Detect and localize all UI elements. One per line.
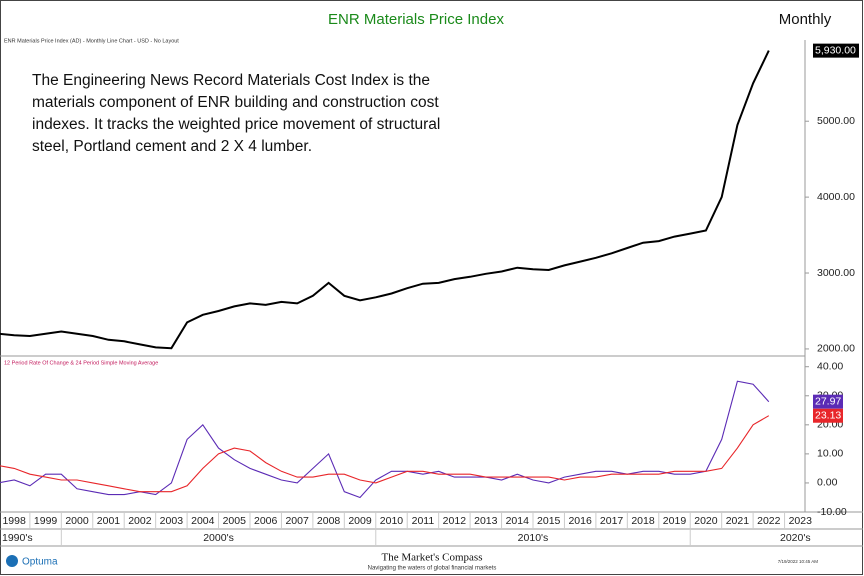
last-value-box (813, 43, 859, 58)
publisher: The Market's Compass (382, 552, 483, 564)
x-tick-label: 2017 (600, 515, 624, 527)
x-tick-label: 1998 (2, 515, 26, 527)
x-tick-label: 2016 (568, 515, 592, 527)
x-tick-label: 2020 (694, 515, 718, 527)
x-tick-label: 2019 (663, 515, 687, 527)
last-value-label: 27.97 (815, 395, 841, 407)
x-tick-label: 2022 (757, 515, 781, 527)
y-tick-label: 0.00 (817, 477, 838, 489)
y-tick-label: 40.00 (817, 360, 843, 372)
x-tick-label: 2018 (631, 515, 655, 527)
x-tick-label: 2011 (412, 515, 435, 527)
x-tick-label: 2023 (789, 515, 813, 527)
x-tick-label: 2003 (160, 515, 184, 527)
tagline: Navigating the waters of global financia… (368, 566, 497, 572)
decade-label: 2000's (203, 532, 234, 544)
panel-title: 12 Period Rate Of Change & 24 Period Sim… (4, 360, 158, 366)
series-line (0, 380, 770, 499)
x-tick-label: 2001 (97, 515, 121, 527)
x-tick-label: 2013 (474, 515, 498, 527)
x-tick-label: 2015 (537, 515, 561, 527)
decade-label: 2010's (518, 532, 549, 544)
x-tick-label: 2004 (191, 515, 215, 527)
y-tick-label: 4000.00 (817, 191, 855, 203)
x-tick-label: 2009 (348, 515, 372, 527)
chart-title: ENR Materials Price Index (328, 11, 504, 28)
x-tick-label: 2012 (443, 515, 467, 527)
y-tick-label: -10.00 (817, 506, 847, 518)
decade-label: 1990's (2, 532, 33, 544)
x-tick-label: 2021 (726, 515, 750, 527)
last-value-label: 5,930.00 (815, 44, 856, 56)
x-tick-label: 2006 (254, 515, 278, 527)
last-value-box (813, 408, 843, 423)
brand: Optuma (22, 557, 58, 568)
x-tick-label: 2014 (506, 515, 530, 527)
timestamp: 7/19/2022 10:45 AM (778, 559, 819, 564)
x-tick-label: 2000 (65, 515, 89, 527)
period-label: Monthly (779, 11, 832, 28)
y-tick-label: 3000.00 (817, 267, 855, 279)
x-tick-label: 2002 (128, 515, 152, 527)
x-tick-label: 2008 (317, 515, 341, 527)
y-tick-label: 2000.00 (817, 343, 855, 355)
x-tick-label: 2005 (223, 515, 247, 527)
x-tick-label: 2010 (380, 515, 404, 527)
last-value-label: 23.13 (815, 410, 841, 422)
y-tick-label: 5000.00 (817, 115, 855, 127)
series-line (0, 415, 770, 493)
x-tick-label: 1999 (34, 515, 58, 527)
brand-icon (6, 555, 18, 567)
last-value-box (813, 394, 843, 409)
series-line (0, 50, 770, 350)
x-tick-label: 2007 (285, 515, 309, 527)
y-tick-label: 10.00 (817, 448, 843, 460)
chart-subtitle: ENR Materials Price Index (AD) - Monthly… (4, 38, 179, 44)
decade-label: 2020's (780, 532, 811, 544)
annotation: The Engineering News Record Materials Co… (32, 72, 441, 155)
